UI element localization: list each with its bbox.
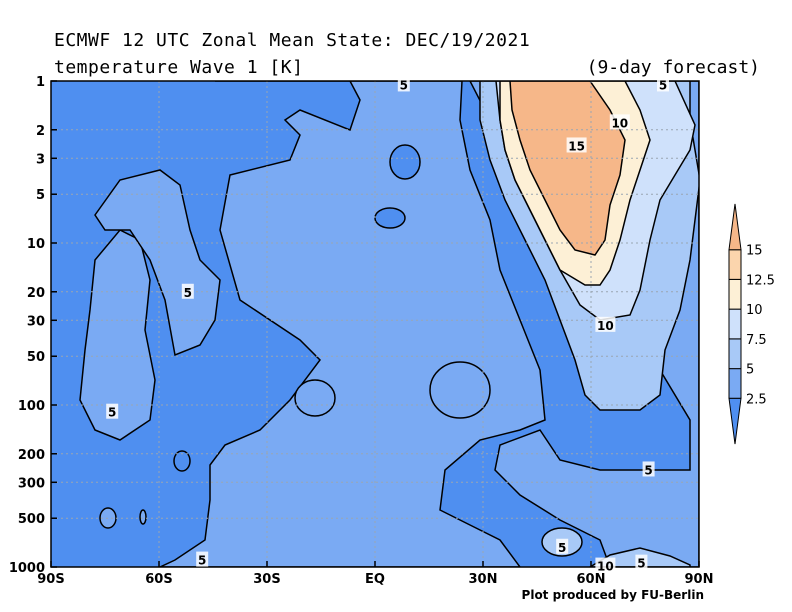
cell-north-low	[429, 361, 491, 419]
y-tick-label: 5	[36, 188, 45, 203]
colorbar-tick-label: 2.5	[746, 392, 767, 407]
colorbar-tick-label: 15	[746, 244, 763, 259]
contour-label: 10	[597, 319, 614, 333]
contour-label: 5	[400, 78, 408, 92]
contour-label-bg	[595, 557, 616, 573]
contour-label-bg	[657, 76, 669, 92]
band-5-7-5	[159, 81, 546, 567]
colorbar-tick-label: 7.5	[746, 333, 767, 348]
x-tick-label: 30S	[253, 572, 280, 587]
contour-label: 10	[611, 116, 628, 130]
contour-label: 5	[558, 541, 566, 555]
y-tick-label: 3	[36, 152, 45, 167]
y-tick-label: 30	[27, 314, 45, 329]
cell-eq-upper	[389, 144, 421, 180]
y-tick-label: 200	[18, 448, 45, 463]
colorbar-segment	[728, 308, 742, 340]
band-5-7-5-upper-left	[94, 169, 221, 357]
contour-label-bg	[556, 538, 569, 554]
contour-label: 5	[659, 78, 667, 92]
contour-label: 5	[644, 463, 652, 477]
y-tick-label: 300	[18, 476, 45, 491]
colorbar-tick-label: 10	[746, 303, 763, 318]
x-tick-label: 90N	[685, 572, 714, 587]
colorbar-segment	[728, 203, 742, 251]
cell-eq-mid	[374, 207, 406, 229]
contour-label-bg	[642, 461, 655, 477]
y-tick-label: 100	[18, 399, 45, 414]
contour-label-bg	[397, 76, 410, 92]
colorbar-segment	[728, 249, 742, 280]
y-tick-label: 500	[18, 512, 45, 527]
contour-label-bg	[181, 283, 194, 299]
colorbar-segment	[728, 397, 742, 445]
x-tick-label: 60S	[145, 572, 172, 587]
grid	[51, 81, 699, 567]
credit-text: Plot produced by FU-Berlin	[521, 588, 704, 602]
contour-label: 5	[637, 557, 645, 571]
colorbar-tick-label: 12.5	[746, 273, 775, 288]
contour-label-bg	[595, 316, 616, 332]
contour-label-bg	[106, 403, 119, 419]
forecast-label: (9-day forecast)	[586, 57, 760, 78]
chart-title: ECMWF 12 UTC Zonal Mean State: DEC/19/20…	[54, 30, 531, 51]
contour-label: 5	[108, 406, 116, 420]
contour-label: 5	[184, 286, 192, 300]
colorbar-tick-label: 5	[746, 363, 754, 378]
colorbar: 2.5 5 7.5 10 12.5 15	[728, 203, 775, 445]
x-tick-label: 30N	[469, 572, 498, 587]
colorbar-segment	[728, 278, 742, 310]
contour-label: 10	[597, 560, 614, 574]
y-tick-label: 10	[27, 237, 45, 252]
y-tick-label: 1000	[9, 561, 45, 576]
y-tick-label: 1	[36, 75, 45, 90]
contour-label-bg	[196, 551, 209, 567]
contour-label-bg	[566, 137, 587, 153]
cell-sh-tiny-3	[139, 509, 147, 525]
y-tick-label: 20	[27, 286, 45, 301]
y-tick-label: 50	[27, 350, 45, 365]
x-axis: 90S 60S 30S EQ 30N 60N 90N	[37, 561, 713, 587]
colorbar-segment	[728, 338, 742, 370]
contour-label-bg	[635, 554, 648, 570]
cell-sh-tiny-1	[173, 450, 191, 472]
colorbar-segment	[728, 368, 742, 399]
contour-label-bg	[609, 114, 630, 130]
x-tick-label: 90S	[37, 572, 64, 587]
y-tick-label: 2	[36, 124, 45, 139]
x-tick-label: EQ	[365, 572, 385, 587]
contour-labels: 5 5 5 5 15 10 5 10 5 5 10 5	[106, 76, 669, 574]
x-tick-label: 60N	[577, 572, 606, 587]
contour-label: 15	[568, 139, 585, 153]
y-axis: 1 2 3 5 10 20 30 50 100 200 300 500 1000	[9, 75, 57, 576]
cell-south-low	[294, 379, 336, 417]
chart-subtitle: temperature Wave 1 [K]	[54, 57, 304, 78]
contour-label: 5	[198, 554, 206, 568]
